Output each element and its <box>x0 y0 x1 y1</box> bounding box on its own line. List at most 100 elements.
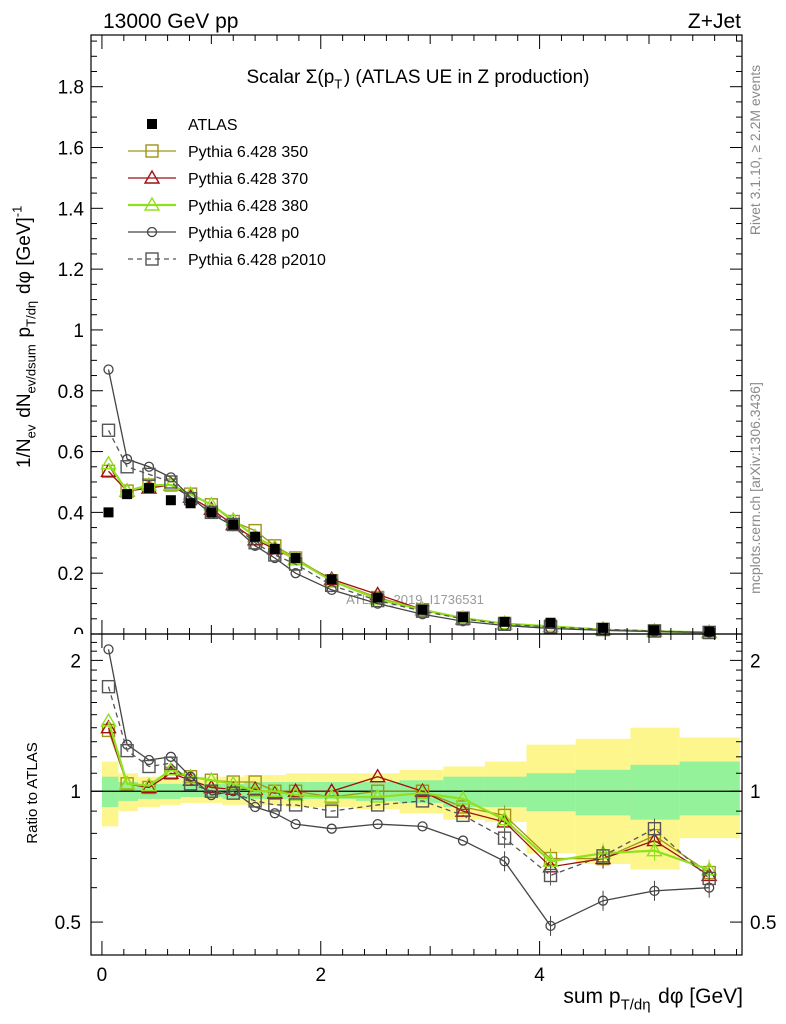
ratio-data-point <box>545 920 556 932</box>
main-y-tick-label: 1 <box>73 321 84 342</box>
main-y-tick-label: 1.4 <box>58 199 85 220</box>
ratio-data-point <box>454 790 472 805</box>
ratio-data-point <box>248 775 262 789</box>
ratio-data-point <box>326 823 337 834</box>
ratio-band-inner <box>679 761 740 816</box>
ratio-data-point <box>647 821 662 836</box>
main-data-point <box>142 467 156 482</box>
ratio-data-point <box>454 802 472 817</box>
ratio-data-point <box>287 782 304 797</box>
ratio-data-point <box>414 784 431 799</box>
ratio-data-point <box>183 777 198 791</box>
ratio-panel-frame <box>90 633 743 956</box>
ratio-data-point <box>164 756 178 770</box>
ratio-data-point <box>369 768 386 783</box>
ratio-data-point <box>596 849 610 863</box>
legend-marker <box>147 119 157 129</box>
ratio-band-inner <box>101 776 119 807</box>
ratio-data-point <box>496 811 513 826</box>
ratio-y-tick-label-left: 2 <box>70 651 81 672</box>
main-series-line <box>108 470 710 634</box>
legend-marker <box>145 144 159 158</box>
ratio-band-inner <box>484 776 527 807</box>
main-data-point <box>162 476 180 491</box>
ratio-data-point <box>543 868 558 883</box>
main-data-point <box>704 626 715 637</box>
main-y-tick-label: 0.8 <box>58 382 84 403</box>
ratio-data-point <box>246 782 264 797</box>
ratio-data-point <box>266 782 284 797</box>
main-data-point <box>702 625 716 640</box>
main-y-tick-label: 0.4 <box>58 503 85 524</box>
main-data-point <box>417 604 428 615</box>
ratio-y-tick-label-right: 0.5 <box>750 913 776 934</box>
main-data-point <box>103 507 114 518</box>
ratio-data-point <box>100 712 117 727</box>
main-y-tick-label: 0 <box>73 625 84 646</box>
main-panel-series <box>100 364 718 640</box>
main-data-point <box>647 624 662 638</box>
main-data-point <box>206 507 217 518</box>
ratio-band-inner <box>575 769 631 816</box>
legend-label: Pythia 6.428 p0 <box>188 225 299 242</box>
main-data-point <box>204 505 219 520</box>
ratio-panel-series <box>100 644 718 936</box>
legend-marker <box>143 169 161 184</box>
main-data-point <box>143 461 155 472</box>
mcplots-label: mcplots.cern.ch [arXiv:1306.3436] <box>747 382 763 594</box>
main-data-point <box>326 574 337 585</box>
main-y-tick-label: 1.8 <box>58 78 84 99</box>
ratio-data-point <box>290 818 301 830</box>
ratio-data-point <box>118 775 136 790</box>
main-data-point <box>100 455 117 470</box>
ratio-data-point <box>101 679 116 694</box>
ratio-data-point <box>248 794 262 808</box>
main-data-point <box>649 625 660 636</box>
ratio-y-tick-label-left: 1 <box>70 782 81 803</box>
main-data-point <box>185 498 196 509</box>
main-data-point <box>103 364 114 375</box>
main-series-line <box>107 369 710 634</box>
main-data-point <box>458 612 468 623</box>
plot-title: Scalar Σ(pT ) (ATLAS UE in Z production) <box>246 67 589 92</box>
ratio-data-point <box>369 788 386 803</box>
ratio-y-tick-label-right: 1 <box>750 782 761 803</box>
ratio-data-point <box>226 786 240 800</box>
ratio-data-point <box>456 800 470 814</box>
main-y-tick-label: 0.2 <box>58 564 84 585</box>
legend-label: Pythia 6.428 p2010 <box>188 252 326 269</box>
main-series-line <box>108 470 710 634</box>
main-data-point <box>101 423 116 437</box>
ratio-data-point <box>140 777 158 792</box>
ratio-data-point <box>497 831 512 845</box>
ratio-data-point <box>417 821 428 832</box>
main-data-point <box>165 495 176 506</box>
header-left-label: 13000 GeV pp <box>103 10 238 33</box>
legend-label: Pythia 6.428 370 <box>188 171 308 188</box>
ratio-data-point <box>203 779 220 794</box>
main-data-point <box>269 543 280 554</box>
ratio-y-tick-label-right: 2 <box>750 651 761 672</box>
main-data-point <box>165 472 177 483</box>
ratio-data-point <box>288 798 303 812</box>
ratio-band-inner <box>630 764 680 820</box>
main-data-point <box>121 454 133 465</box>
legend-label: Pythia 6.428 350 <box>188 144 308 161</box>
legend-label: ATLAS <box>188 117 238 134</box>
main-data-point <box>499 616 510 627</box>
ratio-data-point <box>702 871 716 886</box>
ratio-data-point <box>140 779 158 794</box>
ratio-data-point <box>185 771 196 782</box>
main-data-point <box>143 483 154 494</box>
main-data-point <box>545 617 556 628</box>
ratio-data-point <box>269 808 280 819</box>
ratio-y-axis-label: Ratio to ATLAS <box>24 742 41 843</box>
ratio-y-tick-label-left: 0.5 <box>55 913 81 934</box>
main-data-point <box>228 519 239 530</box>
ratio-data-point <box>597 895 609 906</box>
main-data-point <box>290 552 301 563</box>
x-tick-label: 2 <box>315 965 326 986</box>
ratio-data-point <box>370 798 385 812</box>
ratio-data-point <box>142 759 156 774</box>
